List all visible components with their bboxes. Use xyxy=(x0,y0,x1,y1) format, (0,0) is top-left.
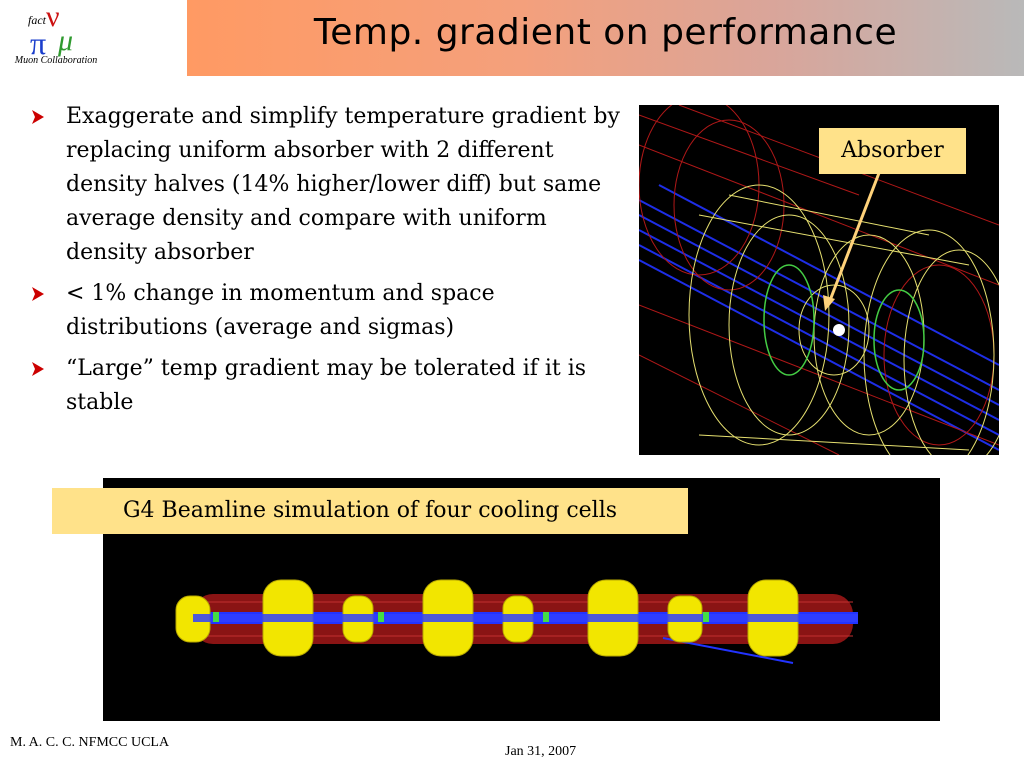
bullet-text: Exaggerate and simplify temperature grad… xyxy=(66,104,620,265)
bullet-item: < 1% change in momentum and space distri… xyxy=(30,277,620,345)
title-bar: Temp. gradient on performance xyxy=(187,0,1024,76)
collaboration-logo: fact ν π μ Muon Collaboration xyxy=(6,2,106,72)
logo-pi-glyph: π xyxy=(30,25,46,61)
logo-glyphs: fact ν π μ xyxy=(28,2,73,61)
footer-date: Jan 31, 2007 xyxy=(505,744,577,759)
simulation-caption-label: G4 Beamline simulation of four cooling c… xyxy=(52,488,688,534)
bullet-text: < 1% change in momentum and space distri… xyxy=(66,281,495,340)
arrow-bullet-icon xyxy=(32,362,44,376)
logo-fact-text: fact xyxy=(28,13,47,27)
slide-title: Temp. gradient on performance xyxy=(313,12,898,53)
logo-nu-glyph: ν xyxy=(46,2,60,33)
bullet-item: Exaggerate and simplify temperature grad… xyxy=(30,100,620,270)
logo-mu-glyph: μ xyxy=(57,24,73,57)
bullet-list: Exaggerate and simplify temperature grad… xyxy=(30,100,620,427)
logo-caption: Muon Collaboration xyxy=(14,55,98,66)
bullet-text: “Large” temp gradient may be tolerated i… xyxy=(66,356,587,415)
arrow-bullet-icon xyxy=(32,287,44,301)
footer-organization: M. A. C. C. NFMCC UCLA xyxy=(10,735,170,750)
arrow-bullet-icon xyxy=(32,110,44,124)
bullet-item: “Large” temp gradient may be tolerated i… xyxy=(30,352,620,420)
absorber-label: Absorber xyxy=(819,128,966,174)
